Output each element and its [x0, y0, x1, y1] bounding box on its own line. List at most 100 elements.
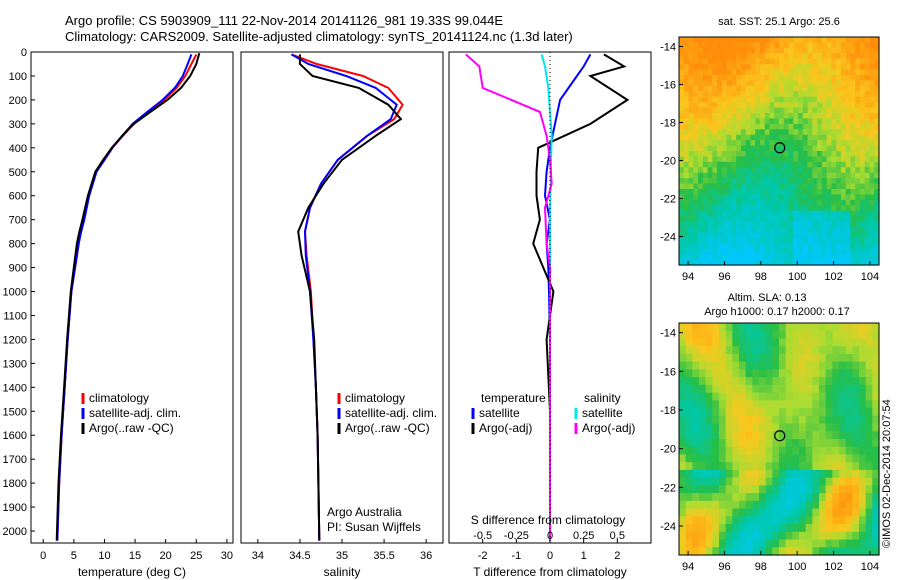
map-cell	[819, 454, 827, 463]
map-cell	[717, 254, 723, 261]
map-cell	[759, 232, 766, 239]
map-cell	[840, 178, 847, 185]
map-cell	[707, 118, 713, 125]
map-x-tick-label: 98	[755, 561, 767, 573]
map-cell	[693, 254, 699, 261]
map-cell	[793, 140, 799, 147]
map-cell	[717, 42, 723, 49]
map-cell	[779, 237, 785, 244]
map-cell	[698, 221, 704, 228]
map-cell	[702, 37, 709, 44]
map-cell	[864, 118, 871, 125]
map-cell	[698, 118, 704, 125]
map-cell	[702, 118, 709, 125]
map-cell	[840, 248, 847, 255]
map-cell	[864, 216, 871, 223]
map-cell	[745, 400, 753, 409]
map-cell	[859, 384, 867, 394]
map-cell	[783, 140, 790, 147]
map-cell	[693, 259, 699, 266]
map-cell	[719, 338, 727, 347]
map-cell	[769, 47, 775, 54]
map-cell	[839, 415, 847, 425]
map-cell	[712, 485, 720, 494]
axes-box	[240, 51, 444, 544]
map-cell	[721, 91, 728, 98]
map-cell	[769, 183, 775, 190]
map-cell	[831, 47, 837, 54]
map-cell	[869, 69, 875, 76]
map-cell	[872, 400, 880, 409]
map-cell	[745, 493, 753, 502]
map-cell	[702, 248, 709, 255]
map-cell	[679, 172, 685, 179]
map-cell	[765, 508, 773, 517]
map-cell	[702, 113, 709, 120]
map-cell	[802, 161, 809, 168]
map-cell	[864, 37, 871, 44]
map-cell	[765, 469, 773, 479]
map-cell	[705, 477, 713, 486]
map-cell	[705, 323, 713, 332]
map-cell	[839, 361, 847, 370]
map-cell	[736, 47, 742, 54]
map-cell	[739, 531, 747, 541]
map-cell	[826, 47, 832, 54]
map-cell	[685, 500, 693, 510]
map-cell	[772, 330, 780, 340]
map-cell	[788, 167, 794, 174]
map-cell	[779, 361, 787, 370]
map-cell	[717, 145, 723, 152]
map-cell	[812, 531, 820, 541]
map-cell	[832, 323, 840, 332]
map-cell	[693, 129, 699, 136]
map-cell	[698, 243, 704, 250]
map-cell	[840, 134, 847, 141]
map-x-tick-label: 94	[682, 271, 694, 283]
map-cell	[864, 140, 871, 147]
map-cell	[765, 392, 773, 401]
map-cell	[817, 69, 823, 76]
map-cell	[688, 113, 694, 120]
map-cell	[685, 524, 693, 533]
map-cell	[759, 118, 766, 125]
map-cell	[731, 194, 737, 201]
map-cell	[725, 369, 733, 378]
map-cell	[798, 145, 804, 152]
map-cell	[772, 469, 780, 479]
map-cell	[772, 446, 780, 456]
map-cell	[812, 446, 820, 456]
map-cell	[869, 129, 875, 136]
map-cell	[845, 210, 852, 217]
map-cell	[788, 129, 794, 136]
map-cell	[712, 145, 718, 152]
map-cell	[765, 431, 773, 440]
map-cell	[779, 205, 785, 212]
map-cell	[793, 69, 799, 76]
map-cell	[740, 210, 747, 217]
map-cell	[752, 408, 760, 417]
map-cell	[759, 353, 767, 363]
map-cell	[679, 439, 687, 448]
map-cell	[702, 80, 709, 87]
map-cell	[745, 524, 753, 533]
map-cell	[702, 140, 709, 147]
map-cell	[812, 469, 820, 479]
map-cell	[836, 80, 842, 87]
map-cell	[807, 205, 813, 212]
map-cell	[839, 508, 847, 517]
map-cell	[759, 183, 766, 190]
map-cell	[698, 178, 704, 185]
map-cell	[759, 53, 766, 60]
map-cell	[855, 42, 861, 49]
map-cell	[688, 129, 694, 136]
map-cell	[739, 524, 747, 533]
map-cell	[807, 58, 813, 65]
map-cell	[839, 485, 847, 494]
map-cell	[752, 439, 760, 448]
map-cell	[802, 156, 809, 163]
map-cell	[745, 37, 752, 44]
map-cell	[679, 156, 685, 163]
map-cell	[779, 346, 787, 355]
map-cell	[807, 183, 813, 190]
